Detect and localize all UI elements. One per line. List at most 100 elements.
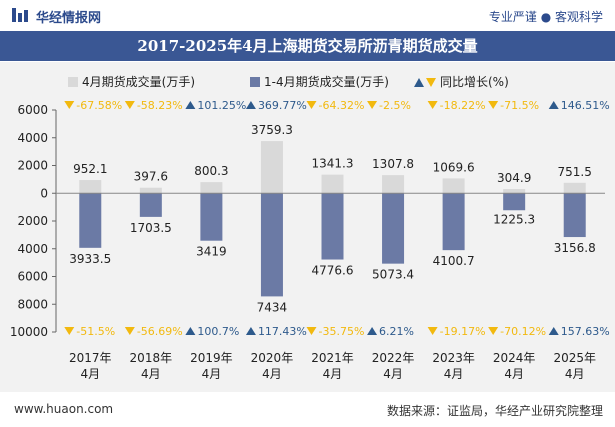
legend-swatch-monthly xyxy=(68,77,78,87)
bar-cumulative xyxy=(503,193,526,211)
website-link[interactable]: www.huaon.com xyxy=(14,402,114,416)
data-label-cumulative: 3156.8 xyxy=(554,241,596,255)
x-tick-label-year: 2025年 xyxy=(553,351,596,365)
x-tick-label-year: 2021年 xyxy=(311,351,354,365)
y-tick-label: 10000 xyxy=(10,325,48,339)
growth-label-monthly: -2.5% xyxy=(379,99,411,112)
bar-cumulative xyxy=(321,193,344,260)
bar-monthly xyxy=(382,175,405,194)
growth-label-cumulative: -70.12% xyxy=(500,325,546,338)
bar-cumulative xyxy=(563,193,586,238)
logo-bars-icon xyxy=(12,8,32,22)
bar-cumulative xyxy=(382,193,405,264)
up-arrow-icon xyxy=(245,327,256,335)
x-tick-label-year: 2023年 xyxy=(432,351,475,365)
data-labels: 952.1 3933.5 397.6 1703.5 800.3 3419 3759.3 743… xyxy=(69,123,595,314)
growth-label-cumulative: 157.63% xyxy=(561,325,610,338)
down-arrow-icon xyxy=(124,327,135,335)
data-label-monthly: 397.6 xyxy=(134,170,168,184)
footer: www.huaon.com 数据来源：证监局，华经产业研究院整理 xyxy=(0,392,615,427)
data-label-cumulative: 3419 xyxy=(196,245,227,259)
up-arrow-icon xyxy=(548,101,559,109)
x-tick-label-month: 4月 xyxy=(141,367,161,381)
y-tick-label: 6000 xyxy=(17,270,48,284)
chart-area: 4月期货成交量(万手) 1-4月期货成交量(万手) 同比增长(%) 6000 4000… xyxy=(0,62,615,392)
x-tick-label-month: 4月 xyxy=(202,367,222,381)
growth-label-cumulative: -19.17% xyxy=(440,325,486,338)
up-arrow-icon xyxy=(245,101,256,109)
x-tick-label-year: 2024年 xyxy=(493,351,536,365)
data-label-monthly: 304.9 xyxy=(497,171,531,185)
tagline: 专业严谨 ● 客观科学 xyxy=(488,10,603,24)
legend: 4月期货成交量(万手) 1-4月期货成交量(万手) 同比增长(%) xyxy=(68,74,509,89)
bar-monthly xyxy=(503,189,526,194)
data-label-cumulative: 1225.3 xyxy=(493,212,535,226)
legend-up-arrow-icon xyxy=(414,78,424,87)
data-label-monthly: 800.3 xyxy=(194,164,228,178)
x-tick-label-year: 2018年 xyxy=(130,351,173,365)
data-label-monthly: 1307.8 xyxy=(372,157,414,171)
chart-title: 2017-2025年4月上海期货交易所沥青期货成交量 xyxy=(0,31,615,61)
y-tick-label: 4000 xyxy=(17,242,48,256)
down-arrow-icon xyxy=(124,101,135,109)
bar-cumulative xyxy=(200,193,223,241)
y-axis: 6000 4000 2000 0 2000 4000 6000 8000 10000 xyxy=(10,103,57,339)
bar-monthly xyxy=(563,182,586,194)
data-label-monthly: 3759.3 xyxy=(251,123,293,137)
legend-down-arrow-icon xyxy=(426,78,436,87)
x-tick-label-year: 2019年 xyxy=(190,351,233,365)
down-arrow-icon xyxy=(488,327,499,335)
y-tick-label: 0 xyxy=(40,186,48,200)
data-label-monthly: 751.5 xyxy=(558,165,592,179)
growth-label-cumulative: 117.43% xyxy=(258,325,307,338)
down-arrow-icon xyxy=(64,327,75,335)
data-label-cumulative: 1703.5 xyxy=(130,221,172,235)
top-bar: 华经情报网 专业严谨 ● 客观科学 xyxy=(0,0,615,30)
data-label-cumulative: 3933.5 xyxy=(69,252,111,266)
bar-chart: 4月期货成交量(万手) 1-4月期货成交量(万手) 同比增长(%) 6000 4000… xyxy=(10,74,610,381)
x-tick-label-month: 4月 xyxy=(565,367,585,381)
x-tick-label-month: 4月 xyxy=(80,367,100,381)
down-arrow-icon xyxy=(367,101,378,109)
up-arrow-icon xyxy=(185,327,196,335)
bar-cumulative xyxy=(442,193,465,251)
data-label-cumulative: 7434 xyxy=(257,300,288,314)
down-arrow-icon xyxy=(64,101,75,109)
data-label-monthly: 952.1 xyxy=(73,162,107,176)
data-label-monthly: 1341.3 xyxy=(312,157,354,171)
x-tick-label-month: 4月 xyxy=(504,367,524,381)
bar-cumulative xyxy=(139,193,162,217)
y-tick-label: 8000 xyxy=(17,297,48,311)
legend-label-cumulative: 1-4月期货成交量(万手) xyxy=(264,74,389,89)
logo-text: 华经情报网 xyxy=(36,11,102,26)
x-tick-label-year: 2017年 xyxy=(69,351,112,365)
legend-label-monthly: 4月期货成交量(万手) xyxy=(82,74,195,89)
y-tick-label: 4000 xyxy=(17,131,48,145)
bar-cumulative xyxy=(260,193,283,297)
up-arrow-icon xyxy=(185,101,196,109)
growth-label-monthly: 146.51% xyxy=(561,99,610,112)
data-label-cumulative: 4100.7 xyxy=(433,254,475,268)
down-arrow-icon xyxy=(427,327,438,335)
growth-label-monthly: -67.58% xyxy=(76,99,122,112)
growth-label-cumulative: -35.75% xyxy=(319,325,365,338)
data-label-cumulative: 5073.4 xyxy=(372,268,414,282)
up-arrow-icon xyxy=(367,327,378,335)
x-tick-label-month: 4月 xyxy=(383,367,403,381)
growth-label-cumulative: 6.21% xyxy=(379,325,414,338)
down-arrow-icon xyxy=(306,327,317,335)
y-tick-label: 2000 xyxy=(17,159,48,173)
growth-label-monthly: -18.22% xyxy=(440,99,486,112)
bars xyxy=(79,141,586,297)
data-label-cumulative: 4776.6 xyxy=(312,264,354,278)
down-arrow-icon xyxy=(488,101,499,109)
legend-swatch-cumulative xyxy=(250,77,260,87)
growth-labels: -67.58% -51.5% -58.23% -56.69% 101.25% 100.7%… xyxy=(64,99,610,338)
bar-monthly xyxy=(139,187,162,194)
growth-label-cumulative: 100.7% xyxy=(197,325,239,338)
y-tick-label: 6000 xyxy=(17,103,48,117)
legend-label-growth: 同比增长(%) xyxy=(440,75,509,89)
growth-label-monthly: -58.23% xyxy=(137,99,183,112)
y-tick-label: 2000 xyxy=(17,214,48,228)
bar-cumulative xyxy=(79,193,102,248)
